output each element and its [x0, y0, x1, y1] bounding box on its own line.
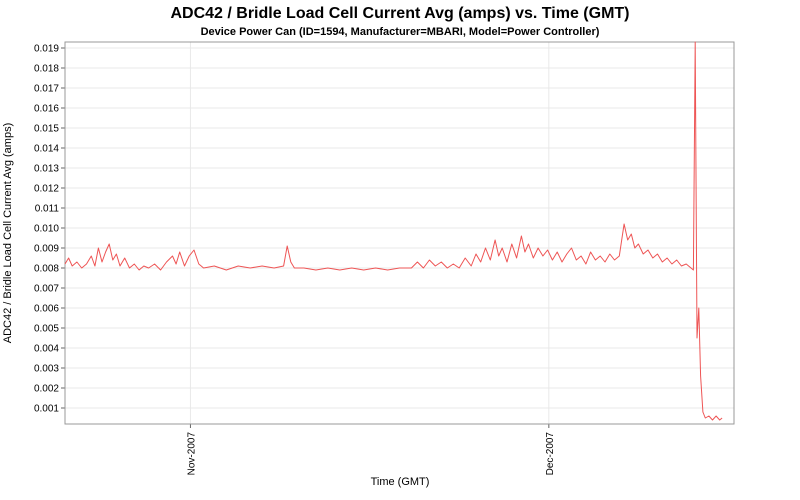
y-tick-label: 0.015	[34, 124, 59, 135]
y-tick-label: 0.004	[34, 344, 59, 355]
y-tick-label: 0.006	[34, 304, 59, 315]
y-tick-label: 0.009	[34, 244, 59, 255]
y-tick-label: 0.016	[34, 104, 59, 115]
x-tick-label: Dec-2007	[545, 432, 556, 476]
y-tick-label: 0.001	[34, 404, 59, 415]
x-tick-label: Nov-2007	[186, 432, 197, 476]
y-tick-label: 0.010	[34, 224, 59, 235]
y-tick-label: 0.013	[34, 164, 59, 175]
chart-subtitle: Device Power Can (ID=1594, Manufacturer=…	[200, 26, 600, 38]
y-tick-label: 0.008	[34, 264, 59, 275]
y-tick-label: 0.005	[34, 324, 59, 335]
series-line	[64, 41, 723, 421]
y-tick-label: 0.019	[34, 44, 59, 55]
x-axis-title: Time (GMT)	[370, 476, 430, 488]
y-tick-label: 0.012	[34, 184, 59, 195]
y-tick-label: 0.007	[34, 284, 59, 295]
y-tick-label: 0.002	[34, 384, 59, 395]
y-axis-title: ADC42 / Bridle Load Cell Current Avg (am…	[2, 122, 14, 344]
plot-area: 0.001 0.002 0.003 0.004 0.005 0.006 0.007 0.008…	[34, 41, 735, 476]
y-tick-label: 0.018	[34, 64, 59, 75]
plot-background	[65, 42, 734, 424]
chart-title: ADC42 / Bridle Load Cell Current Avg (am…	[170, 5, 630, 22]
y-tick-label: 0.017	[34, 84, 59, 95]
y-tick-label: 0.003	[34, 364, 59, 375]
y-tick-label: 0.011	[35, 204, 60, 215]
y-tick-label: 0.014	[34, 144, 59, 155]
plot-border	[64, 41, 735, 425]
